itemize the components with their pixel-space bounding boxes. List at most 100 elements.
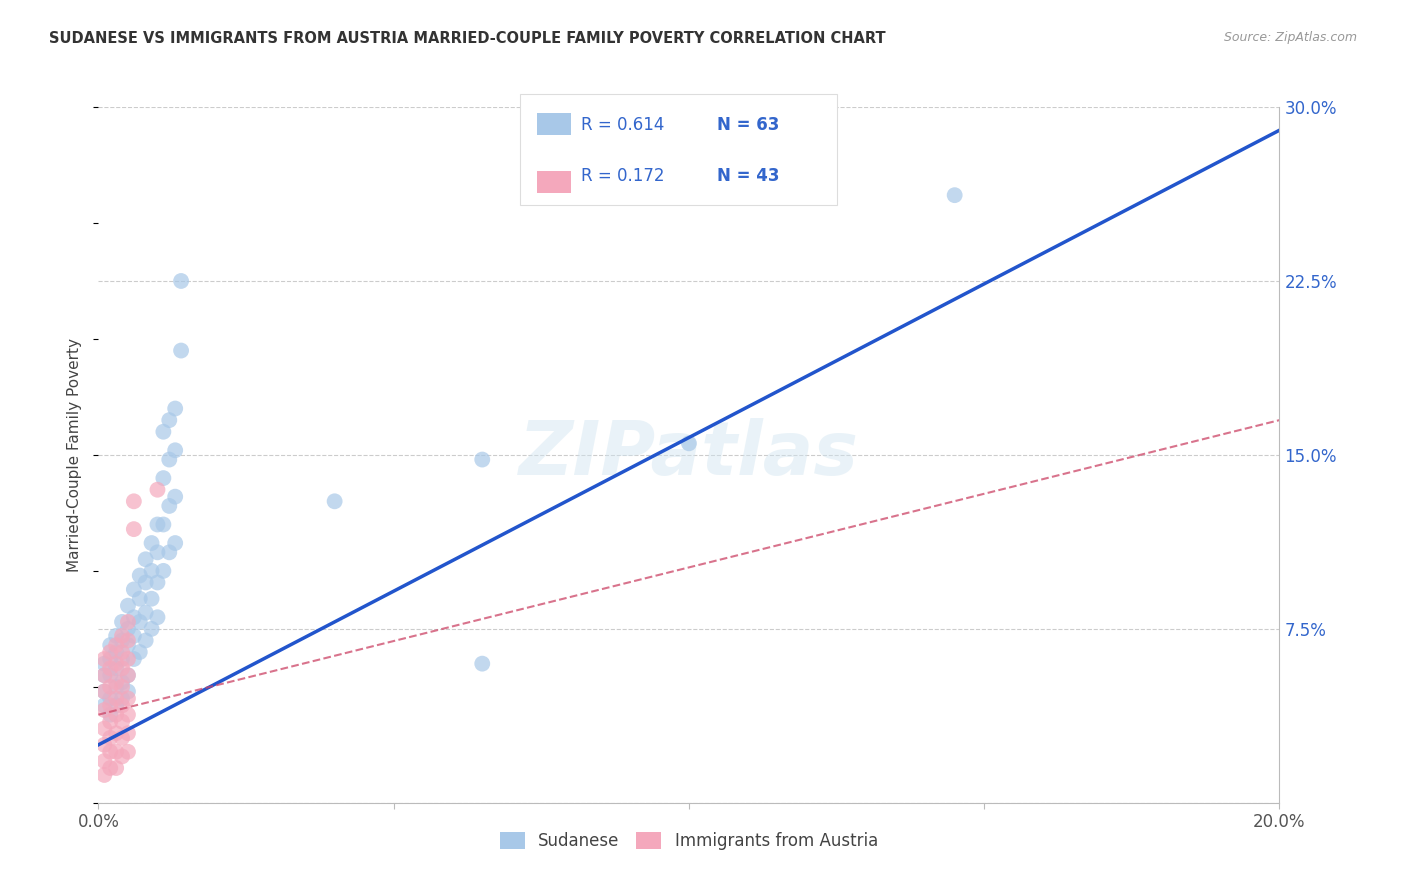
Point — [93, 738, 115, 752]
Point — [128, 645, 150, 659]
Point — [141, 564, 163, 578]
Point — [98, 638, 121, 652]
Point — [152, 517, 174, 532]
Point — [141, 591, 163, 606]
Point — [135, 633, 157, 648]
Point — [111, 615, 134, 629]
Point — [146, 483, 169, 497]
Point — [98, 761, 121, 775]
Text: N = 43: N = 43 — [717, 167, 779, 185]
Point — [135, 606, 157, 620]
Point — [105, 745, 128, 759]
Point — [93, 668, 115, 682]
Point — [117, 599, 139, 613]
Point — [105, 698, 128, 713]
Point — [93, 684, 115, 698]
Point — [93, 652, 115, 666]
Point — [117, 684, 139, 698]
Point — [117, 633, 139, 648]
Point — [128, 568, 150, 582]
Point — [128, 615, 150, 629]
Point — [111, 652, 134, 666]
Point — [93, 657, 115, 671]
Point — [105, 675, 128, 690]
Text: N = 63: N = 63 — [717, 116, 779, 134]
Point — [157, 452, 180, 467]
Point — [117, 615, 139, 629]
Point — [111, 629, 134, 643]
Point — [471, 657, 494, 671]
Y-axis label: Married-Couple Family Poverty: Married-Couple Family Poverty — [67, 338, 83, 572]
Point — [105, 726, 128, 740]
Text: R = 0.172: R = 0.172 — [581, 167, 664, 185]
Point — [111, 633, 134, 648]
Point — [98, 661, 121, 675]
Point — [111, 698, 134, 713]
Text: Source: ZipAtlas.com: Source: ZipAtlas.com — [1223, 31, 1357, 45]
Point — [111, 714, 134, 729]
Point — [117, 622, 139, 636]
Point — [122, 582, 145, 597]
Point — [98, 745, 121, 759]
Point — [165, 443, 187, 458]
Point — [111, 675, 134, 690]
Point — [157, 545, 180, 559]
Point — [165, 536, 187, 550]
Point — [105, 638, 128, 652]
Point — [93, 768, 115, 782]
Point — [98, 707, 121, 722]
Point — [98, 680, 121, 694]
Point — [117, 638, 139, 652]
Point — [471, 452, 494, 467]
Point — [170, 274, 193, 288]
Point — [93, 703, 115, 717]
Text: SUDANESE VS IMMIGRANTS FROM AUSTRIA MARRIED-COUPLE FAMILY POVERTY CORRELATION CH: SUDANESE VS IMMIGRANTS FROM AUSTRIA MARR… — [49, 31, 886, 46]
Point — [122, 494, 145, 508]
Point — [93, 754, 115, 768]
Text: R = 0.614: R = 0.614 — [581, 116, 664, 134]
Point — [943, 188, 966, 202]
Point — [146, 545, 169, 559]
Point — [93, 698, 115, 713]
Point — [105, 645, 128, 659]
Point — [105, 629, 128, 643]
Point — [117, 668, 139, 682]
Point — [157, 499, 180, 513]
Legend: Sudanese, Immigrants from Austria: Sudanese, Immigrants from Austria — [494, 826, 884, 857]
Point — [98, 731, 121, 745]
Point — [117, 707, 139, 722]
Point — [157, 413, 180, 427]
Point — [165, 401, 187, 416]
Point — [146, 517, 169, 532]
Point — [111, 731, 134, 745]
Point — [678, 436, 700, 450]
Point — [117, 691, 139, 706]
Point — [111, 749, 134, 764]
Point — [98, 652, 121, 666]
Point — [98, 698, 121, 713]
Text: ZIPatlas: ZIPatlas — [519, 418, 859, 491]
Point — [152, 471, 174, 485]
Point — [105, 761, 128, 775]
Point — [111, 661, 134, 675]
Point — [111, 680, 134, 694]
Point — [122, 652, 145, 666]
Point — [93, 684, 115, 698]
Point — [122, 522, 145, 536]
Point — [117, 668, 139, 682]
Point — [111, 691, 134, 706]
Point — [98, 714, 121, 729]
Point — [323, 494, 346, 508]
Point — [135, 575, 157, 590]
Point — [105, 661, 128, 675]
Point — [105, 707, 128, 722]
Point — [98, 668, 121, 682]
Point — [105, 691, 128, 706]
Point — [141, 622, 163, 636]
Point — [170, 343, 193, 358]
Point — [117, 745, 139, 759]
Point — [117, 652, 139, 666]
Point — [98, 645, 121, 659]
Point — [105, 657, 128, 671]
Point — [128, 591, 150, 606]
